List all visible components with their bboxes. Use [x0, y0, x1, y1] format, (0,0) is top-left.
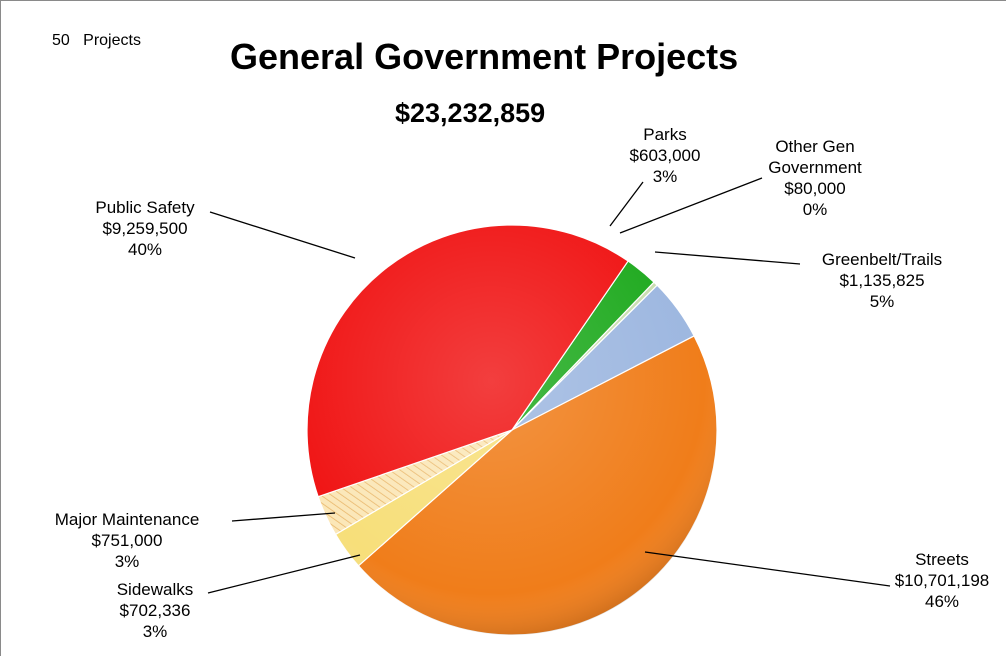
data-label-sidewalks: Sidewalks $702,336 3%	[117, 580, 194, 641]
label-amount: $751,000	[92, 531, 163, 550]
project-count: 50 Projects	[52, 32, 141, 50]
pie-shading	[307, 225, 717, 635]
label-name: Other Gen	[775, 137, 854, 156]
data-label-public-safety: Public Safety $9,259,500 40%	[95, 198, 195, 259]
label-name: Sidewalks	[117, 580, 194, 599]
data-label-other-gen-government: Other Gen Government $80,000 0%	[768, 137, 862, 219]
label-percent: 0%	[803, 200, 828, 219]
leader-line	[231, 512, 336, 522]
label-name: Public Safety	[95, 198, 195, 217]
label-amount: $9,259,500	[102, 219, 187, 238]
leader-line	[654, 251, 801, 265]
label-percent: 3%	[653, 167, 678, 186]
project-count-number: 50	[52, 32, 70, 49]
label-name: Government	[768, 158, 862, 177]
label-name: Parks	[643, 125, 686, 144]
leader-line	[609, 181, 644, 227]
chart-title: General Government Projects	[230, 36, 739, 77]
label-percent: 40%	[128, 240, 162, 259]
data-label-parks: Parks $603,000 3%	[630, 125, 701, 186]
leader-line	[644, 551, 891, 587]
label-percent: 3%	[143, 622, 168, 641]
label-amount: $603,000	[630, 146, 701, 165]
leader-line	[207, 554, 361, 594]
label-name: Major Maintenance	[55, 510, 200, 529]
chart-total: $23,232,859	[395, 98, 546, 128]
leader-line	[619, 177, 763, 234]
data-label-major-maintenance: Major Maintenance $751,000 3%	[55, 510, 200, 571]
label-amount: $702,336	[120, 601, 191, 620]
label-name: Greenbelt/Trails	[822, 250, 942, 269]
project-count-label: Projects	[83, 32, 141, 49]
label-percent: 46%	[925, 592, 959, 611]
leader-line	[209, 211, 356, 259]
label-percent: 3%	[115, 552, 140, 571]
label-amount: $10,701,198	[895, 571, 990, 590]
label-amount: $1,135,825	[839, 271, 924, 290]
label-amount: $80,000	[784, 179, 845, 198]
label-name: Streets	[915, 550, 969, 569]
label-percent: 5%	[870, 292, 895, 311]
data-label-greenbelt-trails: Greenbelt/Trails $1,135,825 5%	[822, 250, 942, 311]
data-label-streets: Streets $10,701,198 46%	[895, 550, 990, 611]
